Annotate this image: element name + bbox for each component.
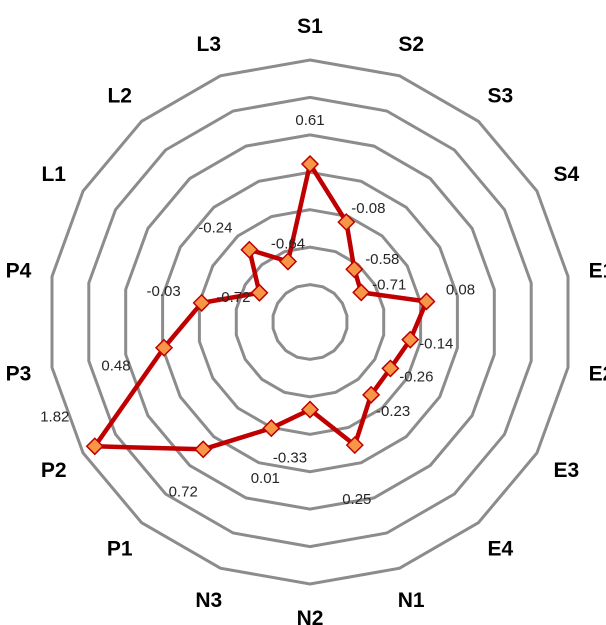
data-label: 0.48 [101,358,130,375]
grid-ring [234,245,386,399]
data-label: 0.72 [169,483,198,500]
data-point-marker [401,330,420,349]
data-label: -0.08 [351,200,385,217]
grid-ring [161,170,459,474]
data-label: 0.01 [251,470,280,487]
category-label: L3 [197,33,222,56]
data-label: -0.71 [372,276,406,293]
data-label: 0.25 [342,491,371,508]
grid-ring [271,283,349,361]
category-label: P1 [107,538,133,561]
data-point-marker [262,419,281,438]
data-point-marker [381,359,400,378]
category-label: N2 [297,607,324,625]
grid-ring [124,133,496,511]
data-label: 0.61 [295,112,324,129]
data-label: -0.24 [198,220,232,237]
data-point-marker [194,440,213,459]
data-point-marker [154,338,174,357]
data-label: -0.33 [273,450,307,467]
grid-ring [197,208,423,436]
radar-markers [85,154,436,459]
data-point-marker [352,283,371,302]
category-label: E2 [589,362,606,385]
grid-ring [50,58,570,586]
data-label: -0.14 [419,336,453,353]
category-label: P3 [6,362,32,385]
category-label: E1 [589,260,606,283]
data-label: 1.82 [40,408,69,425]
data-label: -0.03 [146,283,180,300]
category-label: P4 [6,260,32,283]
radar-grid [50,58,570,586]
data-point-marker [345,260,364,279]
category-label: E3 [553,459,579,482]
data-point-marker [362,385,381,404]
category-label: S4 [553,163,579,186]
data-label: -0.72 [216,289,250,306]
data-point-marker [345,436,364,455]
data-label: -0.26 [399,368,433,385]
data-label: 0.08 [446,282,475,299]
data-labels: 0.61 -0.08 -0.58 -0.71 0.08 -0.14 -0.26 -0.23 0.… [40,112,475,508]
category-label: N1 [398,589,425,612]
category-label: N3 [195,589,222,612]
data-point-marker [417,292,436,311]
data-point-marker [192,293,211,312]
grid-ring [87,95,533,549]
data-point-marker [300,154,320,174]
data-point-marker [85,437,104,456]
data-label: -0.64 [271,236,305,253]
category-labels: S1 S2 S3 S4 E1 E2 E3 E4 N1 N2 N3 P1 P2 P3 P4 L1 L2 L3 [6,15,606,625]
category-label: L1 [41,163,66,186]
category-label: E4 [487,538,513,561]
data-label: -0.23 [376,403,410,420]
data-point-marker [278,252,298,271]
data-point-marker [337,213,356,232]
category-label: S2 [398,33,424,56]
data-point-marker [240,240,259,259]
category-label: P2 [41,459,67,482]
data-point-marker [250,283,269,302]
category-label: S3 [487,84,513,107]
category-label: S1 [297,15,323,38]
category-label: L2 [107,84,132,107]
data-label: -0.58 [365,251,399,268]
data-point-marker [300,400,320,419]
